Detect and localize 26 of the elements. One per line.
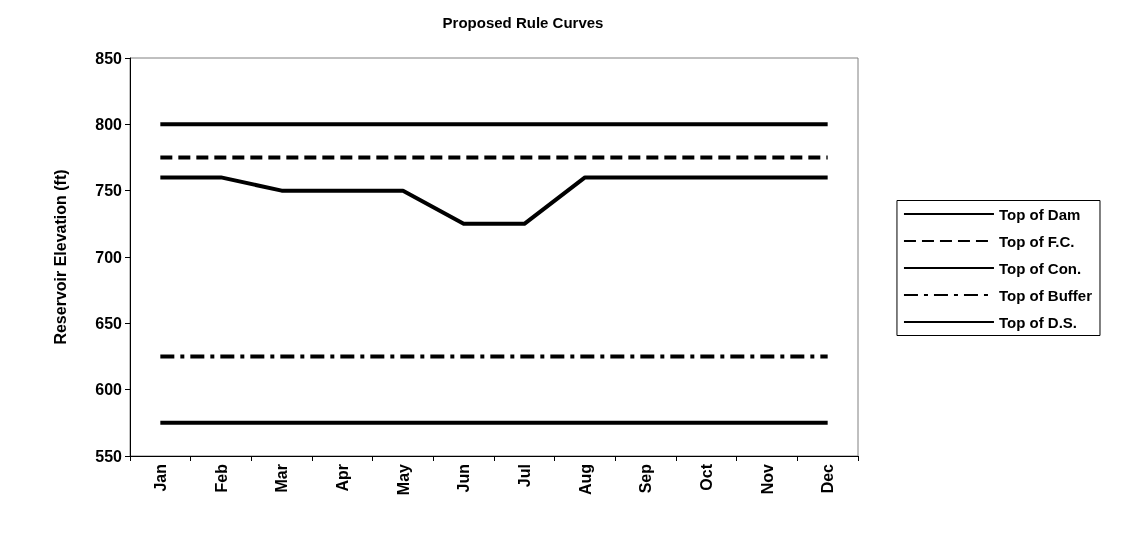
- y-tick-label: 850: [95, 49, 123, 67]
- x-tick-label: Apr: [333, 464, 351, 492]
- chart-title: Proposed Rule Curves: [442, 14, 604, 31]
- x-tick-label: May: [394, 463, 412, 496]
- y-tick-label: 750: [95, 182, 123, 200]
- x-tick-label: Jan: [151, 464, 169, 492]
- x-tick-label: Oct: [697, 463, 715, 491]
- text: Top of F.C.: [998, 232, 1075, 250]
- y-tick-label: 650: [95, 314, 123, 332]
- y-tick-label: 800: [95, 115, 123, 133]
- y-tick-label: 700: [95, 248, 123, 266]
- x-tick-label: Mar: [273, 464, 291, 493]
- text: Top of Buffer: [998, 286, 1093, 304]
- x-tick-label: Jun: [455, 464, 473, 493]
- y-tick-label: 550: [95, 447, 123, 465]
- text: Top of Dam: [998, 205, 1081, 223]
- x-tick-label: Dec: [819, 463, 837, 494]
- text: Top of D.S.: [998, 313, 1078, 331]
- y-axis-title: Reservoir Elevation (ft): [51, 169, 69, 345]
- y-tick-label: 600: [95, 381, 123, 399]
- text: Top of Con.: [998, 259, 1082, 277]
- x-tick-label: Aug: [576, 464, 594, 496]
- x-tick-label: Jul: [515, 464, 533, 488]
- x-tick-label: Feb: [212, 463, 230, 493]
- x-tick-label: Sep: [637, 463, 655, 494]
- x-tick-label: Nov: [758, 463, 776, 495]
